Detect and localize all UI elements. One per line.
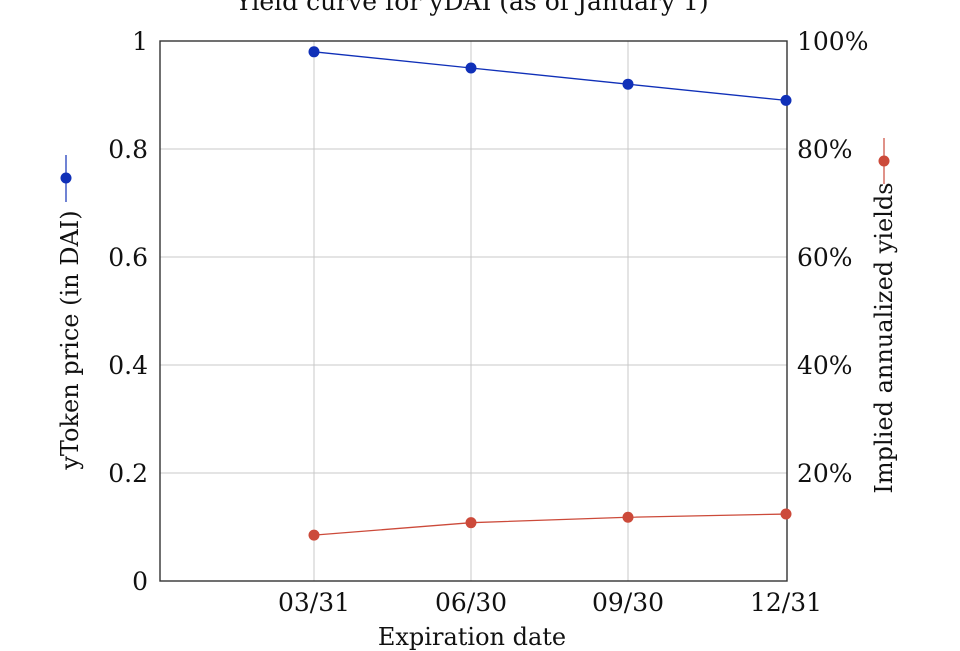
right-axis-title: Implied annualized yields (870, 182, 898, 493)
series-line-1 (313, 51, 787, 102)
left-axis-title: yToken price (in DAI) (56, 210, 84, 470)
left-tick-label: 1 (132, 27, 148, 56)
series-point-1 (465, 62, 477, 74)
left-tick-label: 0.2 (108, 459, 148, 488)
right-tick-label: 40% (797, 351, 853, 380)
series-point-2 (308, 529, 320, 541)
series-point-1 (622, 78, 634, 90)
x-tick-label: 03/31 (278, 588, 350, 617)
right-tick-label: 100% (797, 27, 868, 56)
left-tick-label: 0.4 (108, 351, 148, 380)
series-point-2 (780, 508, 792, 520)
series-point-2 (622, 511, 634, 523)
left-tick-label: 0 (132, 567, 148, 596)
chart-title: Yield curve for yDAI (as of January 1) (234, 0, 708, 16)
x-tick-label: 12/31 (750, 588, 822, 617)
series-point-1 (780, 94, 792, 106)
series-point-1 (308, 46, 320, 58)
right-tick-label: 60% (797, 243, 853, 272)
series-lines (308, 46, 792, 541)
plot-frame (159, 40, 788, 582)
x-tick-label: 09/30 (592, 588, 664, 617)
tick-labels: 0 0.2 0.4 0.6 0.8 1 03/31 06/30 09/30 12/31 20% 40%… (108, 27, 868, 617)
legend-right-series (878, 138, 890, 184)
left-tick-label: 0.6 (108, 243, 148, 272)
x-tick-label: 06/30 (435, 588, 507, 617)
left-tick-label: 0.8 (108, 135, 148, 164)
right-tick-label: 80% (797, 135, 853, 164)
series-line-2 (313, 513, 787, 536)
x-axis-title: Expiration date (378, 623, 566, 651)
grid (160, 41, 787, 581)
legend-left-series (60, 155, 72, 202)
legend-left-marker (60, 172, 72, 184)
series-point-2 (465, 517, 477, 529)
legend-right-marker (878, 155, 890, 167)
right-tick-label: 20% (797, 459, 853, 488)
